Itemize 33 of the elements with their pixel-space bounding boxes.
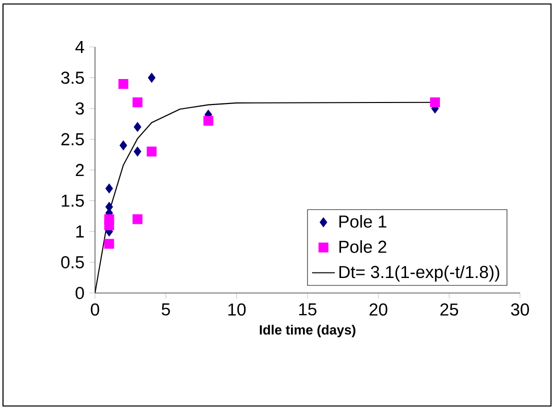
point bbox=[120, 140, 128, 150]
y-tick-label: 1.5 bbox=[62, 194, 84, 207]
x-tick-label: 25 bbox=[440, 303, 458, 316]
point bbox=[148, 72, 156, 83]
y-tick-label: 3.5 bbox=[61, 72, 84, 84]
x-tick-label: 10 bbox=[228, 303, 246, 316]
legend-label: Dt= 3.1(1-exp(-t/1.8)) bbox=[339, 265, 500, 282]
x-tick-label: 15 bbox=[299, 303, 316, 316]
y-tick-label: 0 bbox=[76, 286, 84, 300]
y-tick-label: 2.5 bbox=[61, 133, 84, 146]
point bbox=[105, 184, 113, 194]
y-tick-label: 4 bbox=[75, 41, 84, 53]
point bbox=[132, 97, 142, 108]
x-axis-title: Idle time (days) bbox=[260, 324, 356, 338]
x-tick-label: 20 bbox=[370, 303, 388, 316]
point bbox=[118, 78, 128, 89]
point bbox=[430, 97, 440, 108]
point bbox=[104, 214, 114, 224]
y-tick-label: 3 bbox=[76, 102, 84, 115]
x-tick-label: 0 bbox=[90, 303, 100, 316]
y-tick-label: 1 bbox=[76, 226, 84, 238]
point bbox=[132, 214, 142, 224]
legend-label: Pole 1 bbox=[339, 214, 386, 228]
point bbox=[146, 146, 157, 156]
legend-label: Pole 2 bbox=[339, 240, 386, 253]
x-tick-label: 5 bbox=[162, 303, 170, 316]
point bbox=[134, 122, 142, 132]
point bbox=[203, 116, 214, 126]
y-tick-label: 2 bbox=[76, 164, 84, 176]
x-tick-label: 30 bbox=[511, 303, 529, 316]
point bbox=[104, 238, 114, 249]
point bbox=[134, 146, 142, 156]
y-tick-label: 0.5 bbox=[61, 256, 84, 268]
